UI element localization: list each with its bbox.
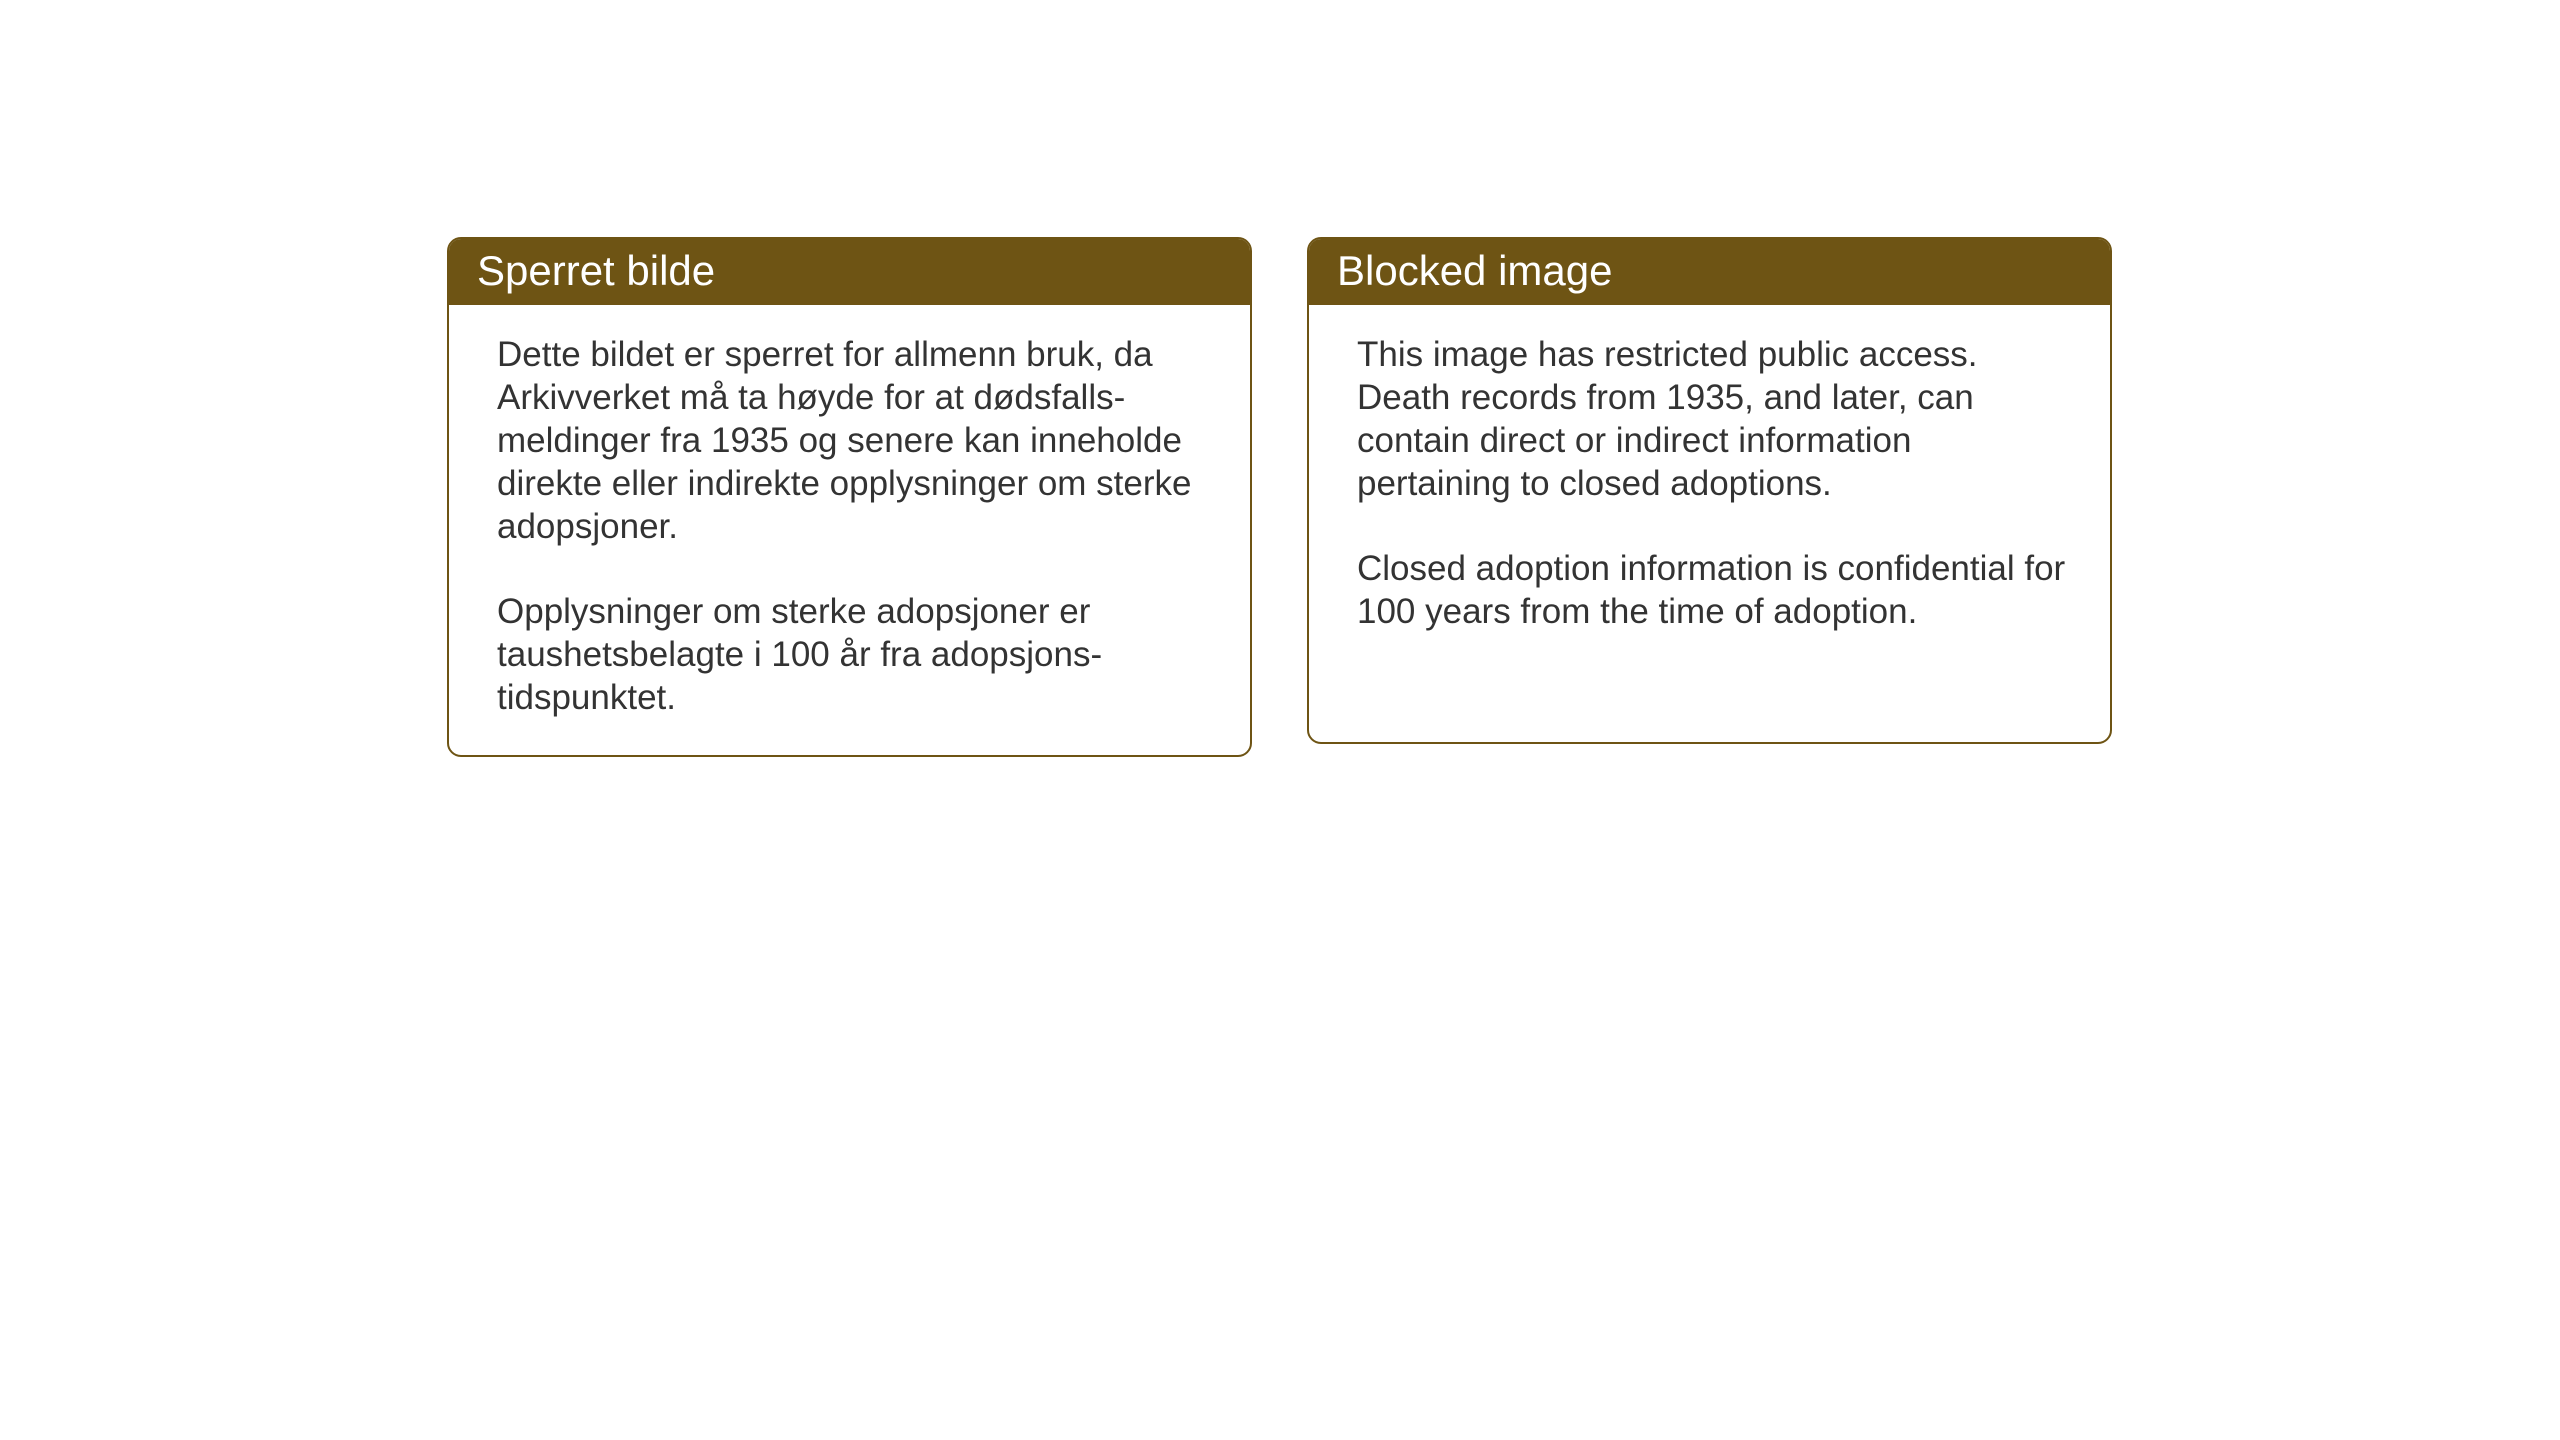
notice-paragraph: Opplysninger om sterke adopsjoner er tau… bbox=[497, 590, 1210, 719]
panel-title-norwegian: Sperret bilde bbox=[449, 239, 1250, 305]
panel-title-english: Blocked image bbox=[1309, 239, 2110, 305]
notice-paragraph: Dette bildet er sperret for allmenn bruk… bbox=[497, 333, 1210, 548]
notice-panel-english: Blocked image This image has restricted … bbox=[1307, 237, 2112, 744]
notice-paragraph: This image has restricted public access.… bbox=[1357, 333, 2070, 505]
notice-container: Sperret bilde Dette bildet er sperret fo… bbox=[447, 237, 2112, 757]
notice-paragraph: Closed adoption information is confident… bbox=[1357, 547, 2070, 633]
panel-body-english: This image has restricted public access.… bbox=[1309, 305, 2110, 669]
panel-body-norwegian: Dette bildet er sperret for allmenn bruk… bbox=[449, 305, 1250, 755]
notice-panel-norwegian: Sperret bilde Dette bildet er sperret fo… bbox=[447, 237, 1252, 757]
